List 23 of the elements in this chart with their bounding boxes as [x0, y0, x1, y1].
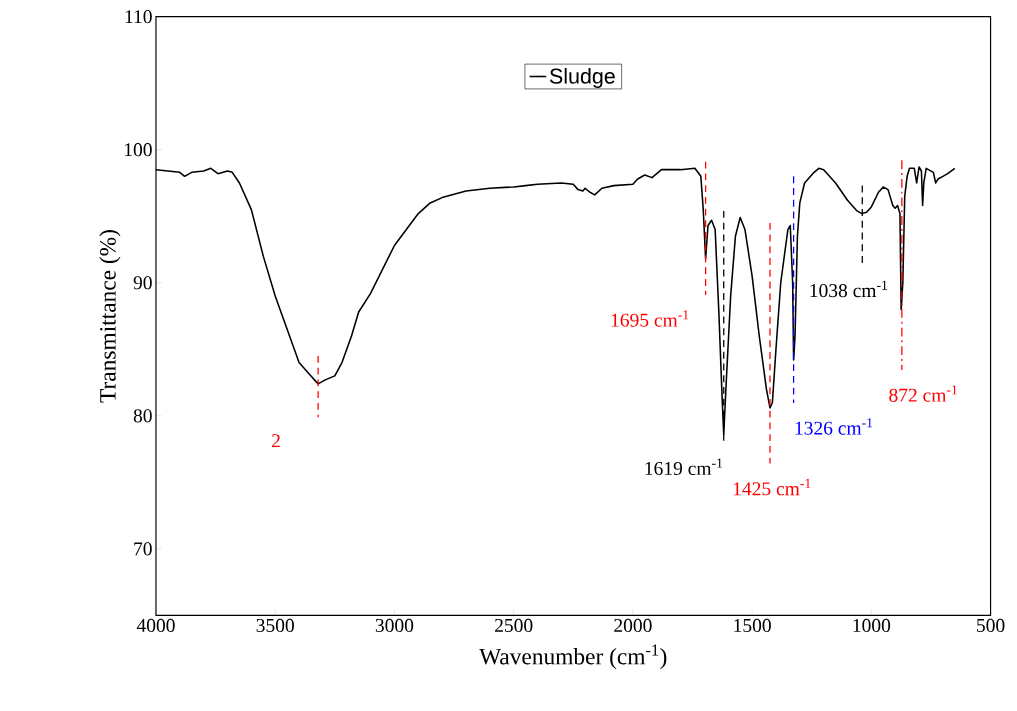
y-tick-label: 90 — [133, 276, 152, 290]
x-tick-label: 2500 — [495, 618, 533, 632]
ref-line-label: 1425 cm$^{-1}$ — [733, 478, 811, 496]
x-tick-label: 3000 — [375, 618, 414, 632]
y-tick-label: 100 — [125, 142, 152, 157]
x-tick-label: 3500 — [256, 618, 294, 632]
y-tick-label: 70 — [134, 542, 152, 556]
y-axis-title: Transmittance (%) — [99, 229, 121, 403]
x-tick-label: 1500 — [734, 618, 771, 632]
y-tick-label: 80 — [133, 409, 152, 423]
x-tick-label: 4000 — [136, 618, 175, 632]
y-tick-label: 110 — [125, 9, 152, 24]
x-tick-label: 1000 — [853, 618, 891, 632]
x-tick-label: 2000 — [614, 618, 652, 632]
x-axis-title: Wavenumber (cm$^{-1}$) — [479, 644, 667, 670]
x-tick-label: 500 — [977, 618, 1005, 632]
ref-line-label: 1619 cm$^{-1}$ — [645, 458, 723, 475]
legend-label: Sludge — [549, 67, 615, 88]
ref-line-label: 1695 cm$^{-1}$ — [611, 310, 689, 327]
ref-line-label: 1038 cm$^{-1}$ — [810, 280, 888, 298]
ref-line-label: 1326 cm$^{-1}$ — [795, 418, 873, 435]
annotation: 2 — [272, 434, 280, 447]
ref-line-label: 872 cm$^{-1}$ — [889, 385, 957, 402]
